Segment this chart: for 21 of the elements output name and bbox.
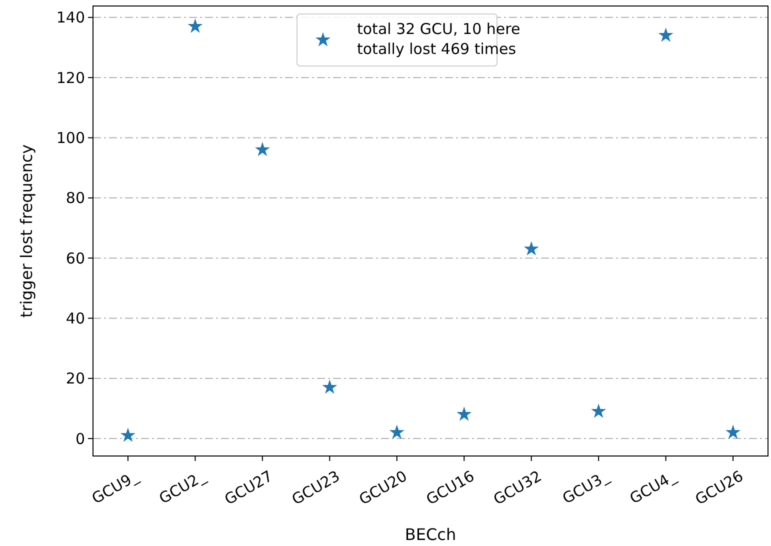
y-tick-label: 20 [66, 370, 85, 388]
x-axis-title: BECch [404, 525, 456, 544]
point [726, 424, 741, 439]
point [524, 241, 539, 256]
point [389, 424, 404, 439]
y-tick-label: 0 [75, 430, 85, 448]
legend-label: total 32 GCU, 10 here totally lost 469 times [357, 20, 520, 58]
y-tick-label: 100 [56, 129, 85, 147]
point [591, 404, 606, 418]
y-tick-label: 60 [66, 249, 85, 268]
y-tick-label: 80 [66, 189, 85, 208]
point [322, 380, 338, 394]
point [120, 428, 136, 442]
y-tick-label: 40 [66, 309, 85, 328]
point [658, 28, 674, 42]
y-tick-label: 140 [56, 8, 85, 27]
y-tick-label: 120 [56, 68, 85, 87]
point [188, 18, 203, 33]
point [254, 142, 270, 156]
point [456, 406, 472, 421]
y-axis-title: trigger lost frequency [17, 144, 36, 318]
